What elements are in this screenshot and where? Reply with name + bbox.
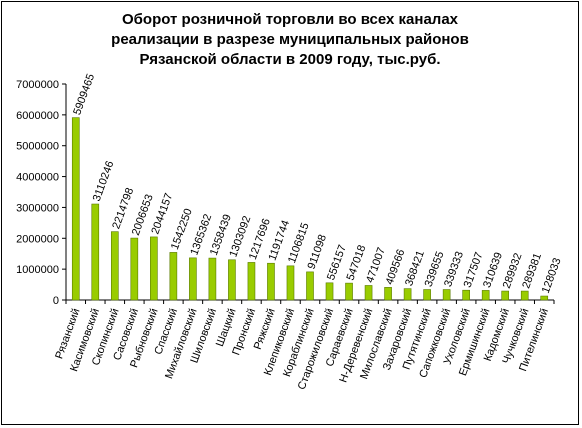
bar (150, 236, 158, 301)
bar (286, 265, 295, 301)
bar (169, 252, 178, 301)
chart-title: Оборот розничной торговли во всех канала… (80, 10, 500, 70)
bar (423, 289, 431, 301)
chart-title-line-2: реализации в разрезе муниципальных район… (111, 31, 469, 48)
bar (267, 262, 275, 301)
bar (325, 282, 334, 301)
bar (501, 290, 510, 301)
y-tick-label: 0 (53, 295, 59, 307)
bar (306, 271, 314, 301)
y-tick-label: 3000000 (16, 202, 59, 214)
bar (228, 259, 236, 301)
bar (520, 290, 529, 301)
y-tick-label: 4000000 (16, 172, 59, 184)
bar (384, 287, 392, 301)
plot-area (66, 84, 554, 300)
y-tick-label: 1000000 (16, 264, 59, 276)
y-tick-label: 2000000 (16, 233, 59, 245)
bar (110, 231, 119, 301)
bar (403, 288, 412, 301)
chart-title-line-3: Рязанской области в 2009 году, тыс.руб. (139, 51, 441, 68)
bar (481, 290, 490, 301)
bar (208, 257, 217, 301)
bar (540, 295, 549, 301)
bar (189, 257, 197, 301)
y-tick-label: 5000000 (16, 141, 59, 153)
bar (247, 262, 256, 301)
bar (462, 289, 470, 301)
bar (345, 282, 353, 301)
chart-title-line-1: Оборот розничной торговли во всех канала… (121, 11, 459, 28)
bar (130, 237, 139, 301)
bar (442, 289, 451, 301)
bar (91, 203, 100, 301)
bar (71, 117, 80, 301)
y-tick-label: 6000000 (16, 110, 59, 122)
y-tick-label: 7000000 (16, 79, 59, 91)
bar (364, 285, 373, 301)
